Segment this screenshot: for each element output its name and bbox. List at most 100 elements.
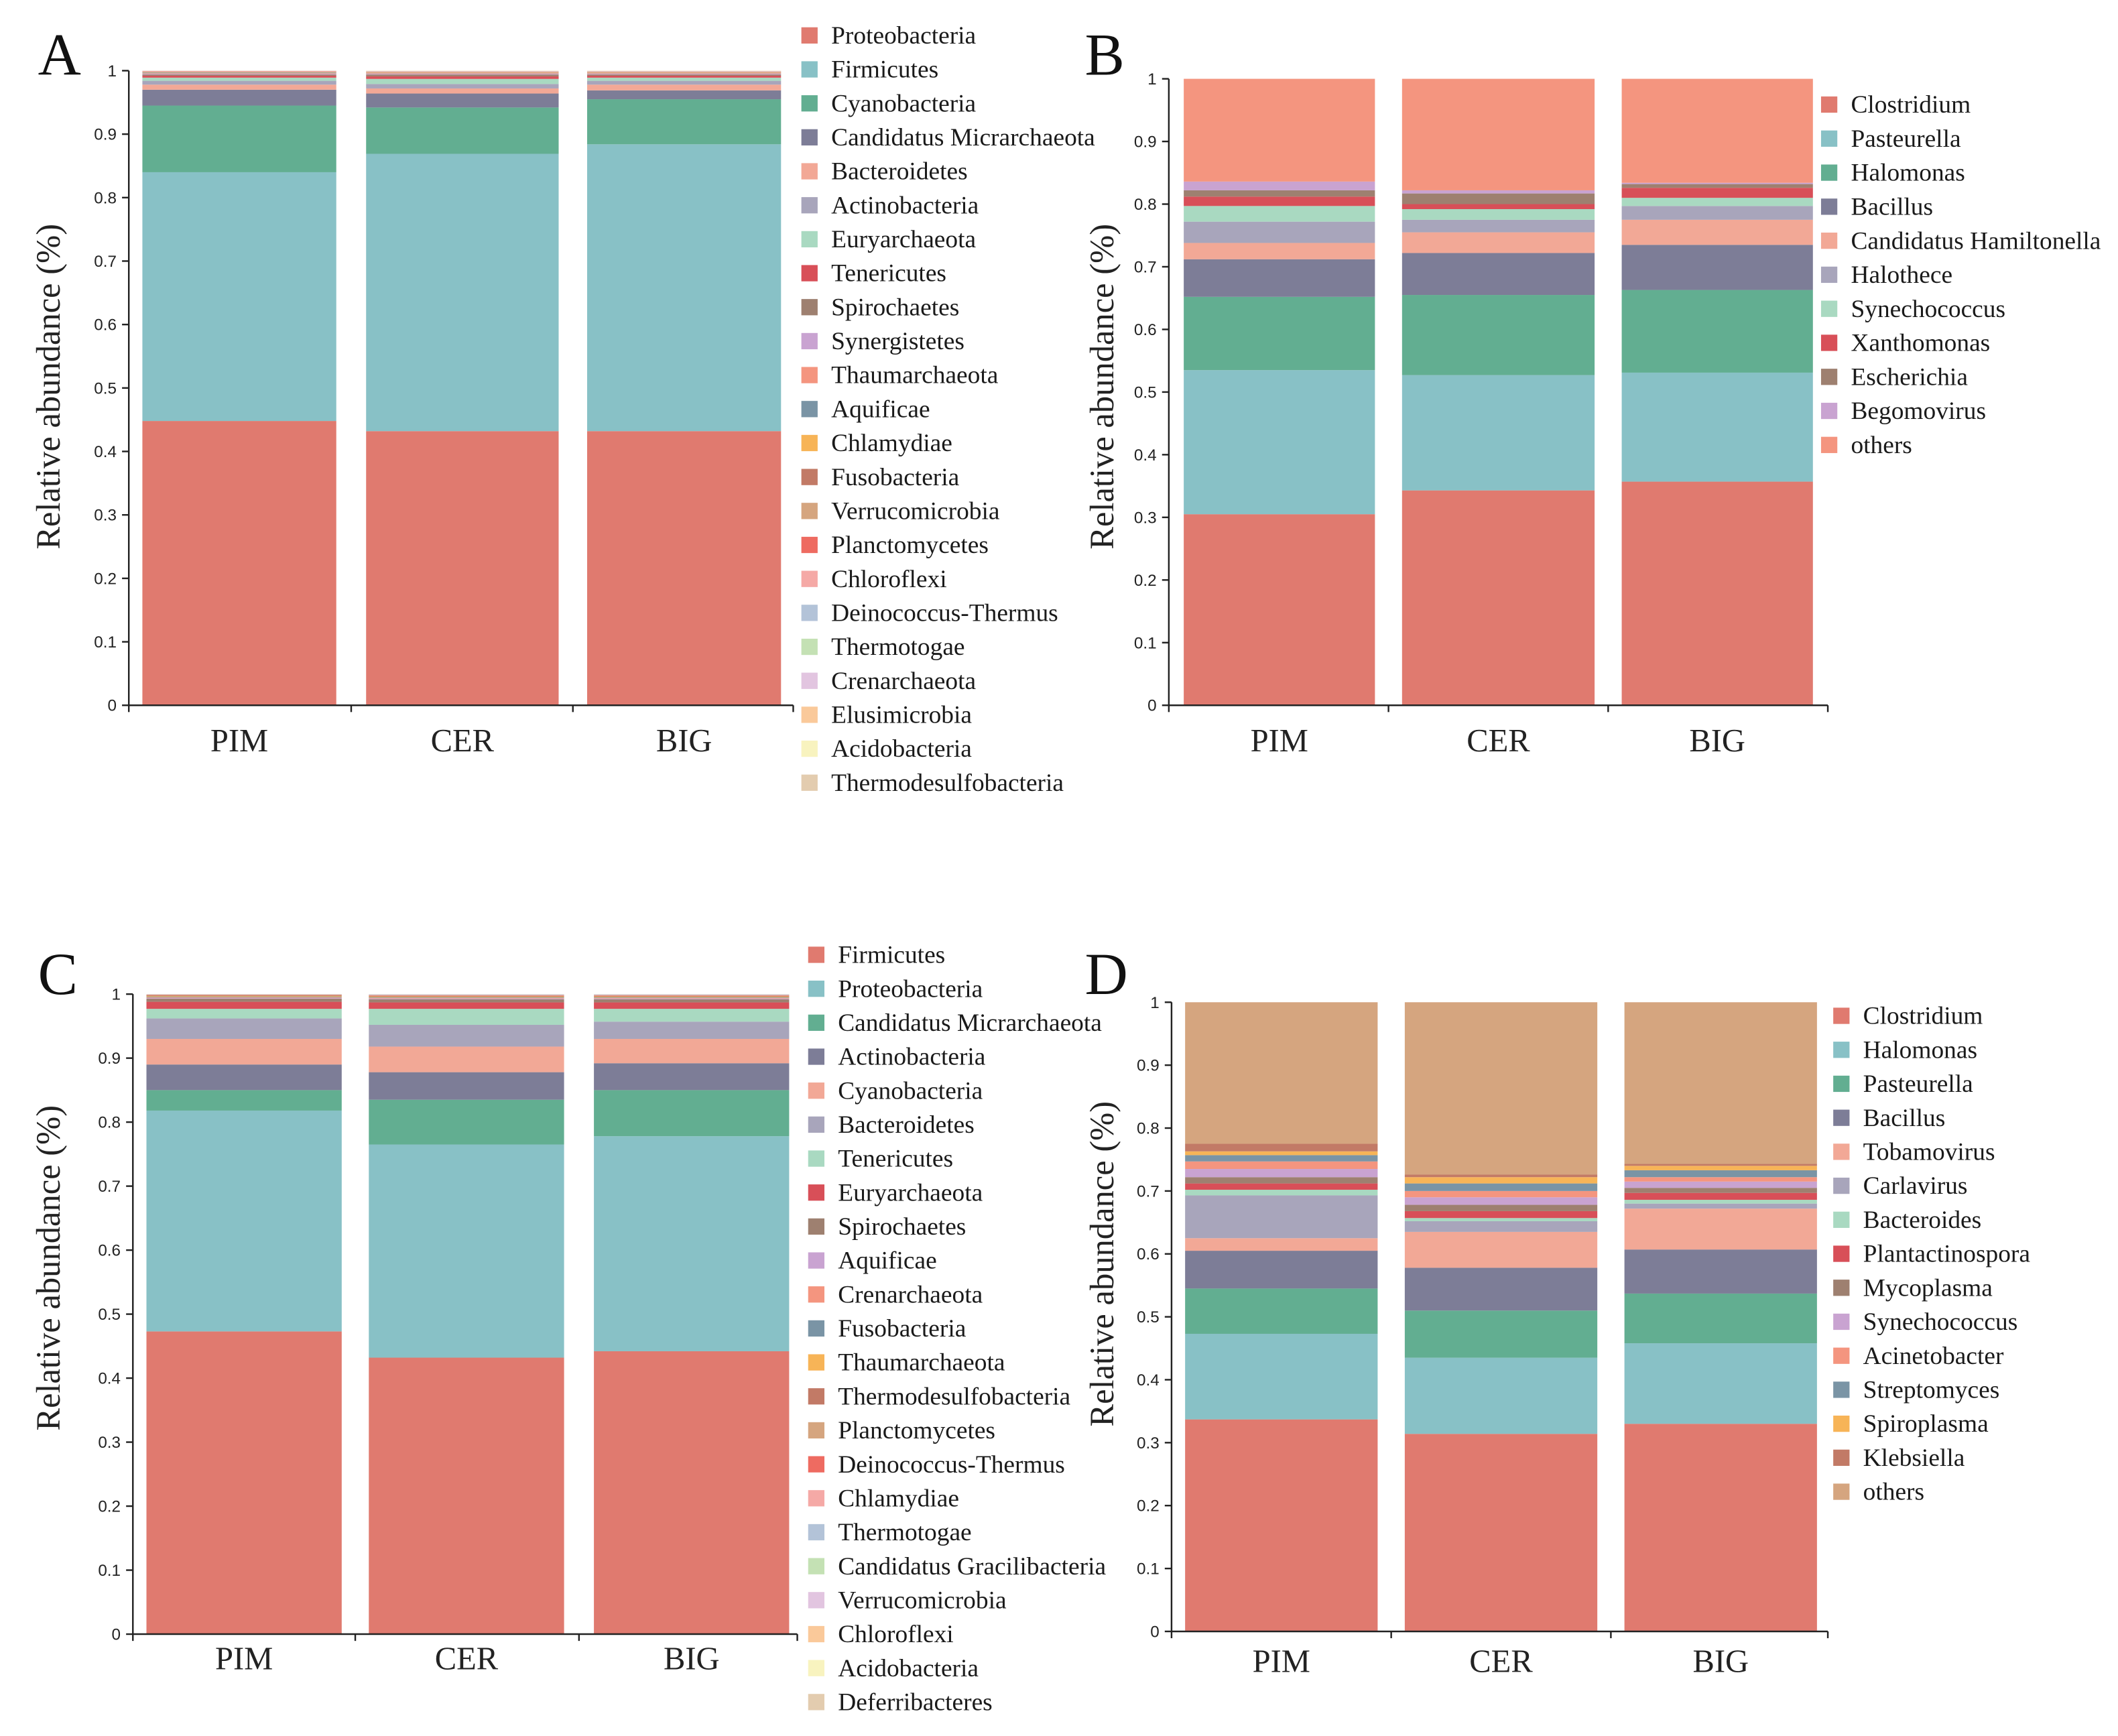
- bar-segment-pim-spirochaetes: [142, 74, 336, 76]
- legend-item-synechococcus: Synechococcus: [1833, 1308, 2017, 1336]
- bar-segment-cer-tenericutes: [369, 1009, 564, 1025]
- legend-label: Pasteurella: [1851, 125, 1961, 153]
- y-tick-label: 0.3: [1134, 509, 1157, 527]
- y-tick-label: 0.5: [98, 1306, 121, 1324]
- legend-swatch: [801, 95, 818, 112]
- bar-segment-pim-synechococcus: [1185, 1169, 1378, 1178]
- bar-segment-pim-bacillus: [1184, 259, 1375, 297]
- bar-segment-big-actinobacteria: [586, 80, 782, 85]
- legend-item-proteobacteria: Proteobacteria: [808, 975, 983, 1003]
- legend-swatch: [1820, 130, 1838, 147]
- bar-segment-pim-bacteroides: [1185, 1190, 1378, 1196]
- bar-segment-pim-firmicutes: [146, 1331, 342, 1635]
- bar-segment-big-tenericutes: [594, 1009, 790, 1022]
- bar-segment-cer-mycoplasma: [1404, 1204, 1598, 1211]
- legend-label: Euryarchaeota: [838, 1179, 983, 1206]
- bar-segment-pim-actinobacteria: [142, 80, 336, 85]
- legend-item-thermotogae: Thermotogae: [801, 633, 965, 661]
- legend-swatch: [801, 740, 818, 757]
- legend-swatch: [1833, 1177, 1850, 1194]
- y-tick-label: 1: [1150, 994, 1160, 1012]
- bar-segment-big-cyanobacteria: [594, 1038, 790, 1064]
- bar-segment-cer-euryarchaeota: [366, 78, 559, 84]
- y-tick-label: 0.6: [94, 316, 117, 334]
- legend-swatch: [801, 61, 818, 78]
- bar-segment-cer-bacillus: [1404, 1267, 1598, 1311]
- bar-segment-big-klebsiella: [1624, 1164, 1817, 1166]
- bar-segment-cer-firmicutes: [369, 1357, 564, 1635]
- panel-b: B PIM CER BIG 0 0.1 0.2 0.3 0.4 0.5 0.6 0.7 0.8 0.9 1 R…: [1083, 23, 2101, 759]
- bar-segment-pim-xanthomonas: [1184, 196, 1375, 206]
- legend-label: Clostridium: [1863, 1003, 1983, 1030]
- legend-label: Tobamovirus: [1863, 1139, 1995, 1166]
- legend-label: Tenericutes: [831, 260, 946, 288]
- y-tick-label: 0.4: [1134, 446, 1157, 464]
- legend-swatch: [1820, 402, 1838, 420]
- legend-swatch: [1833, 1415, 1850, 1432]
- bar-segment-big-mycoplasma: [1624, 1188, 1817, 1193]
- legend-swatch: [801, 434, 818, 452]
- bar-segment-cer-planctomycetes: [369, 995, 564, 997]
- legend-item-fusobacteria: Fusobacteria: [808, 1315, 967, 1343]
- bar-segment-pim-clostridium: [1185, 1419, 1378, 1631]
- x-tick-label-cer: CER: [435, 1641, 499, 1677]
- bar-segment-big-clostridium: [1621, 481, 1813, 706]
- legend-label: Halomonas: [1851, 160, 1965, 187]
- bar-segment-pim-halothece: [1184, 221, 1375, 243]
- legend-item-acinetobacter: Acinetobacter: [1833, 1343, 2004, 1370]
- bar-segment-big-bacteroides: [1624, 1200, 1817, 1204]
- legend-item-aquificae: Aquificae: [808, 1247, 937, 1275]
- bar-segment-pim-carlavirus: [1185, 1195, 1378, 1239]
- legend-swatch: [1820, 198, 1838, 215]
- legend: Firmicutes Proteobacteria Candidatus Micra…: [808, 942, 1107, 1717]
- legend-item-elusimicrobia: Elusimicrobia: [801, 702, 972, 729]
- legend-item-carlavirus: Carlavirus: [1833, 1172, 1967, 1200]
- legend-swatch: [1833, 1007, 1850, 1024]
- y-tick-label: 0.1: [1134, 634, 1157, 652]
- legend-swatch: [808, 1354, 825, 1371]
- bar-segment-big-synechococcus: [1621, 198, 1813, 206]
- legend-label: Begomovirus: [1851, 397, 1986, 425]
- bar-segment-cer-synechococcus: [1401, 208, 1595, 220]
- bar-segment-pim-bacillus: [1185, 1251, 1378, 1289]
- legend-item-crenarchaeota: Crenarchaeota: [801, 668, 977, 695]
- bar-segment-pim-halomonas: [1185, 1333, 1378, 1420]
- legend-label: Crenarchaeota: [831, 668, 976, 695]
- bar-segment-big-tobamovirus: [1624, 1208, 1817, 1250]
- bar-segment-pim-clostridium: [1184, 514, 1375, 706]
- bar-stack-big: [1621, 78, 1813, 706]
- bar-segment-pim-others: [1184, 78, 1375, 182]
- legend-label: Actinobacteria: [831, 192, 979, 219]
- legend-swatch: [801, 469, 818, 485]
- bar-segment-pim-aquificae: [142, 72, 336, 74]
- bar-segment-big-bacillus: [1621, 245, 1813, 290]
- bar-segment-pim-synechococcus: [1184, 206, 1375, 222]
- x-tick-label-big: BIG: [1689, 723, 1745, 759]
- legend-label: Firmicutes: [831, 56, 938, 84]
- legend-item-deferribacteres: Deferribacteres: [808, 1689, 993, 1717]
- bar-segment-pim-others: [1185, 1002, 1378, 1144]
- bar-segment-pim-mycoplasma: [1185, 1177, 1378, 1184]
- bar-stack-pim: [142, 70, 336, 706]
- bar-segment-cer-plantactinospora: [1404, 1211, 1598, 1219]
- y-tick-label: 0.4: [1137, 1371, 1160, 1389]
- legend-label: Planctomycetes: [831, 532, 989, 559]
- bar-segment-cer-actinobacteria: [369, 1072, 564, 1100]
- y-axis-title: Relative abundance (%): [29, 1105, 67, 1431]
- legend-swatch: [808, 1116, 825, 1133]
- y-tick-label: 0.2: [1134, 572, 1157, 590]
- x-tick-label-big: BIG: [664, 1641, 720, 1677]
- bar-segment-cer-tobamovirus: [1404, 1231, 1598, 1268]
- y-tick-label: 0.8: [1137, 1120, 1160, 1138]
- bar-segment-cer-bacteroides: [1404, 1218, 1598, 1221]
- legend-label: Euryarchaeota: [831, 226, 976, 253]
- y-tick-label: 0: [112, 1626, 121, 1644]
- legend-label: Chlamydiae: [831, 430, 952, 457]
- legend-swatch: [801, 401, 818, 418]
- legend-item-thermodesulfobacteria: Thermodesulfobacteria: [808, 1383, 1071, 1410]
- y-tick-label: 0.7: [1134, 258, 1157, 276]
- bar-segment-pim-pasteurella: [1185, 1288, 1378, 1334]
- bar-segment-big-cyanobacteria: [586, 99, 782, 145]
- y-tick-label: 0.9: [98, 1050, 121, 1068]
